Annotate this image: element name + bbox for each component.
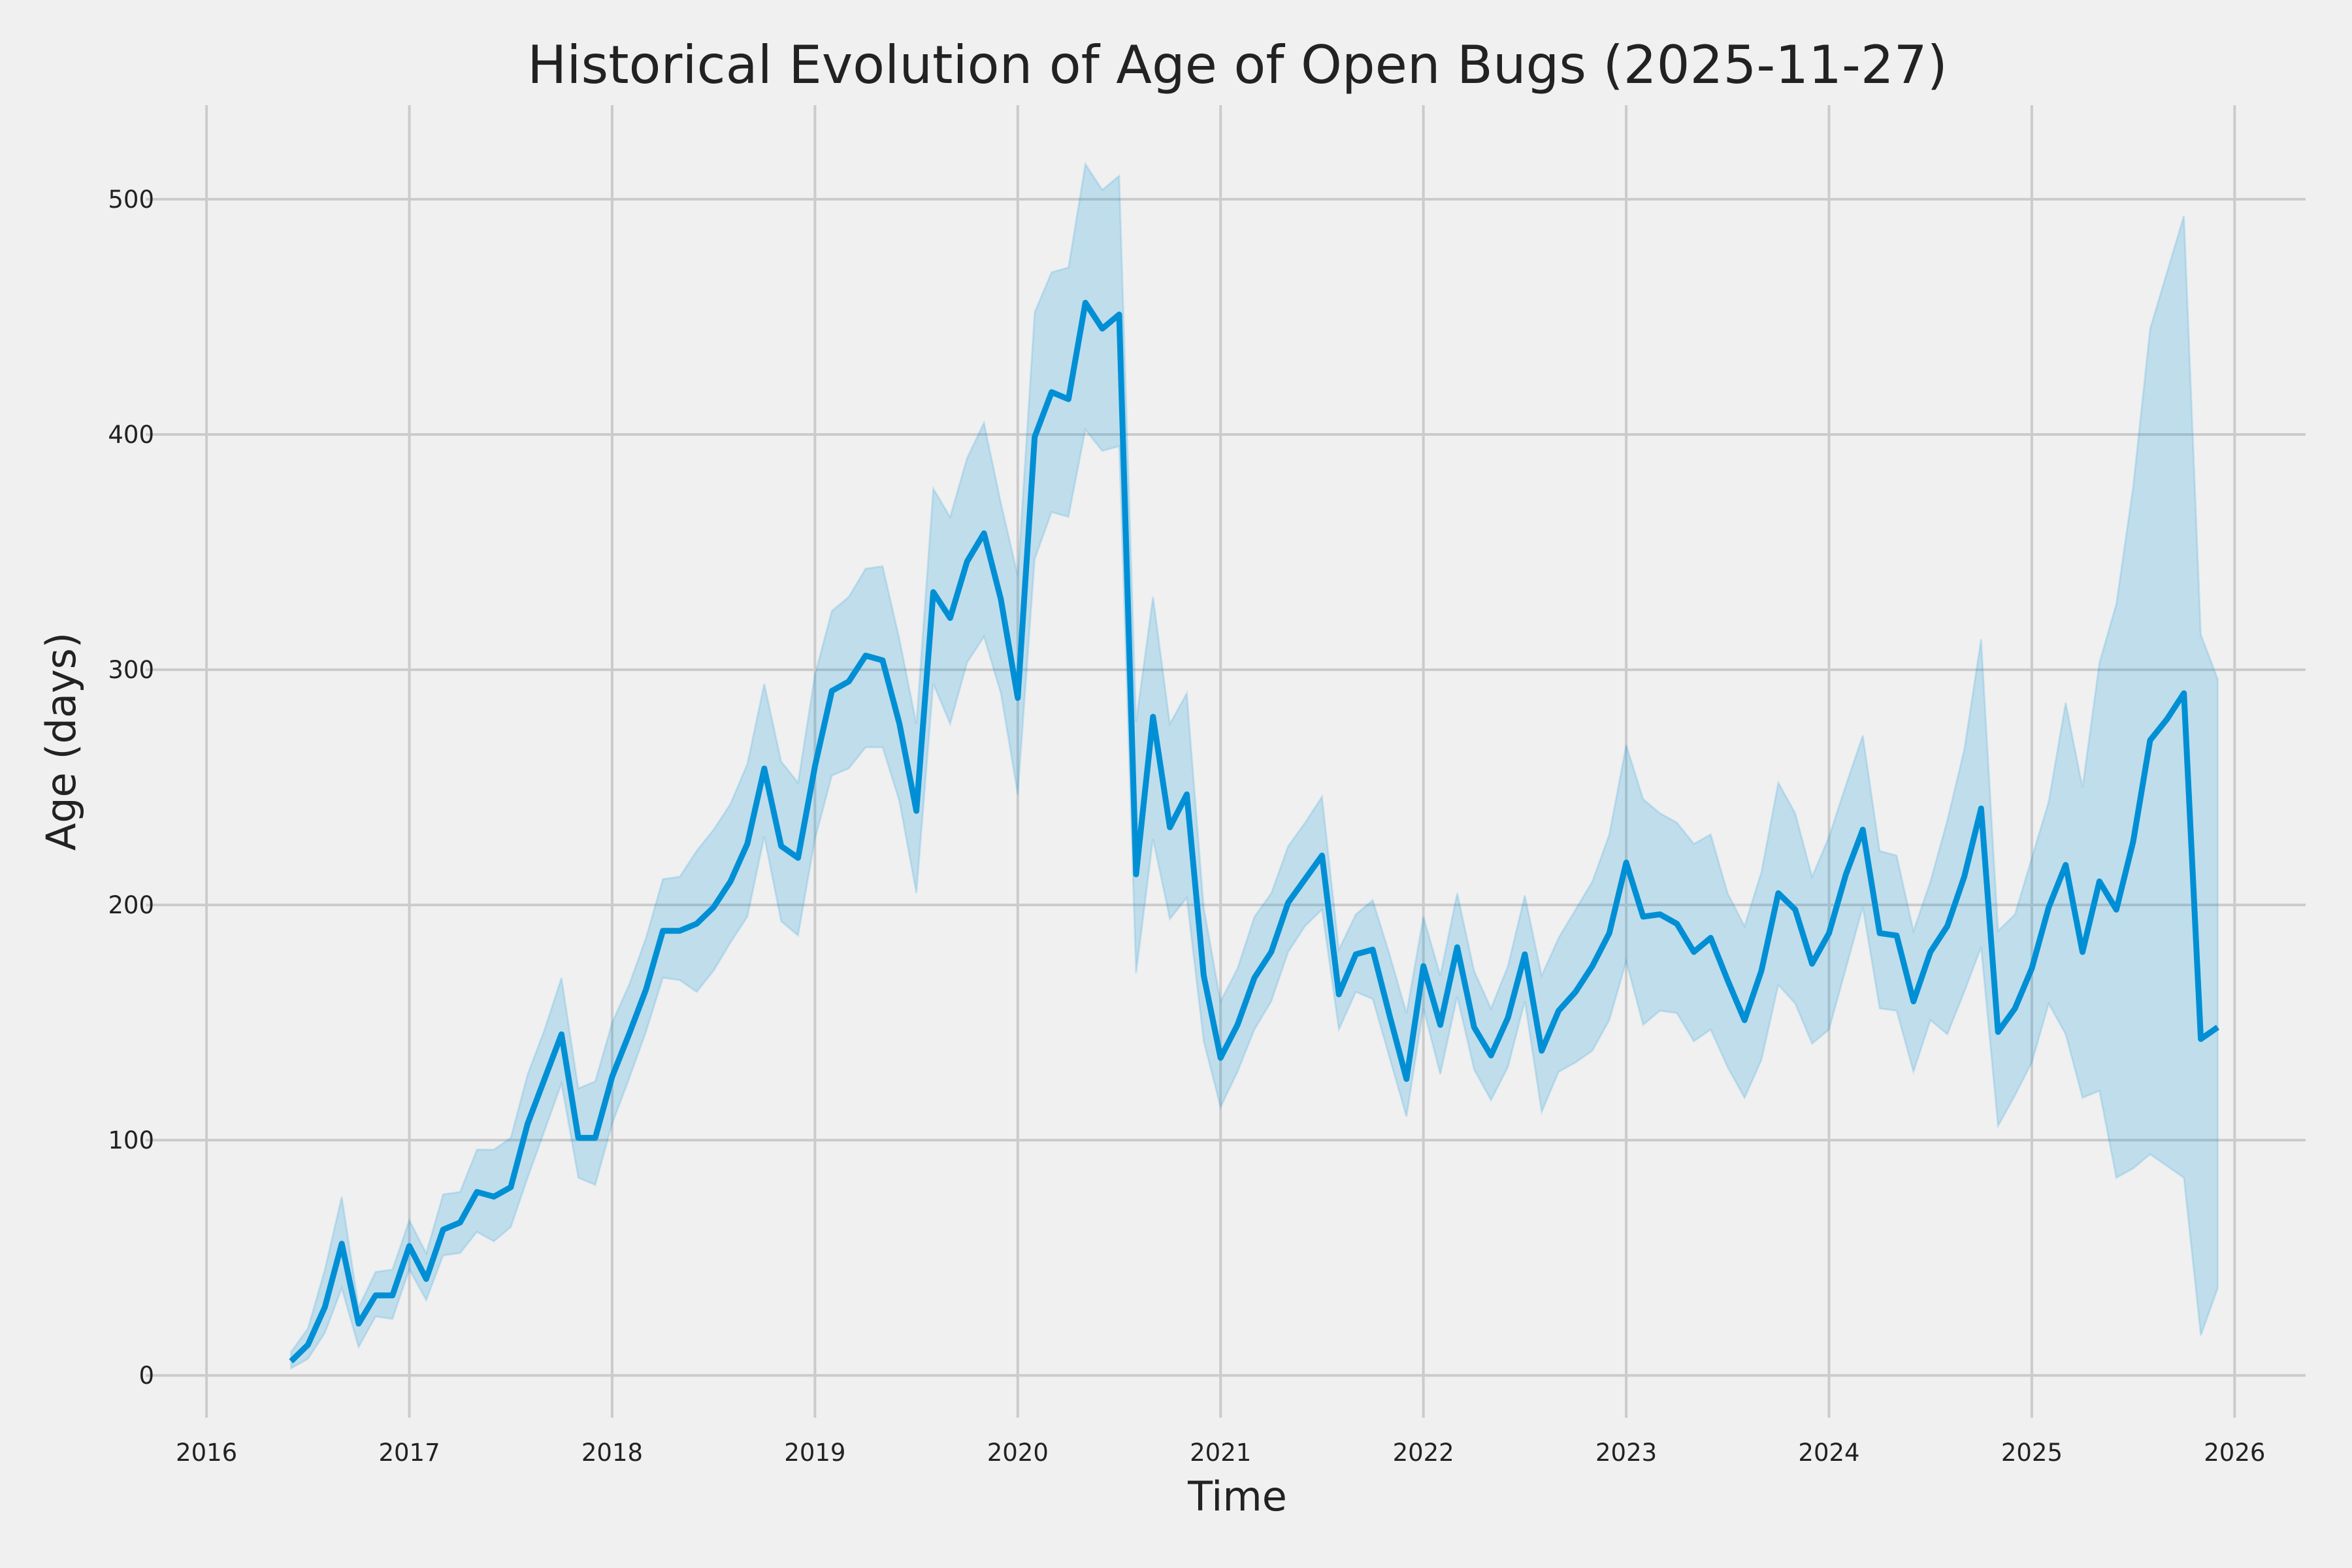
x-tick-label: 2026 [2204, 1439, 2265, 1467]
chart-title: Historical Evolution of Age of Open Bugs… [527, 35, 1948, 95]
x-tick-label: 2025 [2001, 1439, 2063, 1467]
y-tick-labels: 0 100 200 300 400 500 [108, 186, 154, 1390]
x-tick-label: 2018 [581, 1439, 643, 1467]
confidence-band [290, 161, 2219, 1370]
y-tick-label: 100 [108, 1126, 154, 1154]
x-tick-labels: 2016 2017 2018 2019 2020 2021 2022 2023 2024 2025… [176, 1439, 2265, 1467]
y-axis-label: Age (days) [37, 632, 85, 851]
x-tick-label: 2017 [378, 1439, 440, 1467]
x-tick-label: 2016 [176, 1439, 237, 1467]
x-tick-label: 2023 [1595, 1439, 1657, 1467]
series-line-path [289, 299, 2220, 1364]
x-tick-label: 2019 [784, 1439, 845, 1467]
y-tick-label: 0 [139, 1362, 154, 1390]
x-tick-label: 2024 [1798, 1439, 1859, 1467]
y-tick-label: 400 [108, 421, 154, 449]
x-tick-label: 2022 [1393, 1439, 1454, 1467]
x-tick-label: 2021 [1190, 1439, 1251, 1467]
y-tick-label: 500 [108, 186, 154, 214]
y-tick-label: 200 [108, 891, 154, 919]
y-tick-label: 300 [108, 656, 154, 684]
x-axis-label: Time [1187, 1473, 1287, 1520]
grid [146, 105, 2306, 1418]
x-tick-label: 2020 [987, 1439, 1049, 1467]
series-line [289, 299, 2220, 1364]
confidence-band-area [290, 161, 2219, 1370]
